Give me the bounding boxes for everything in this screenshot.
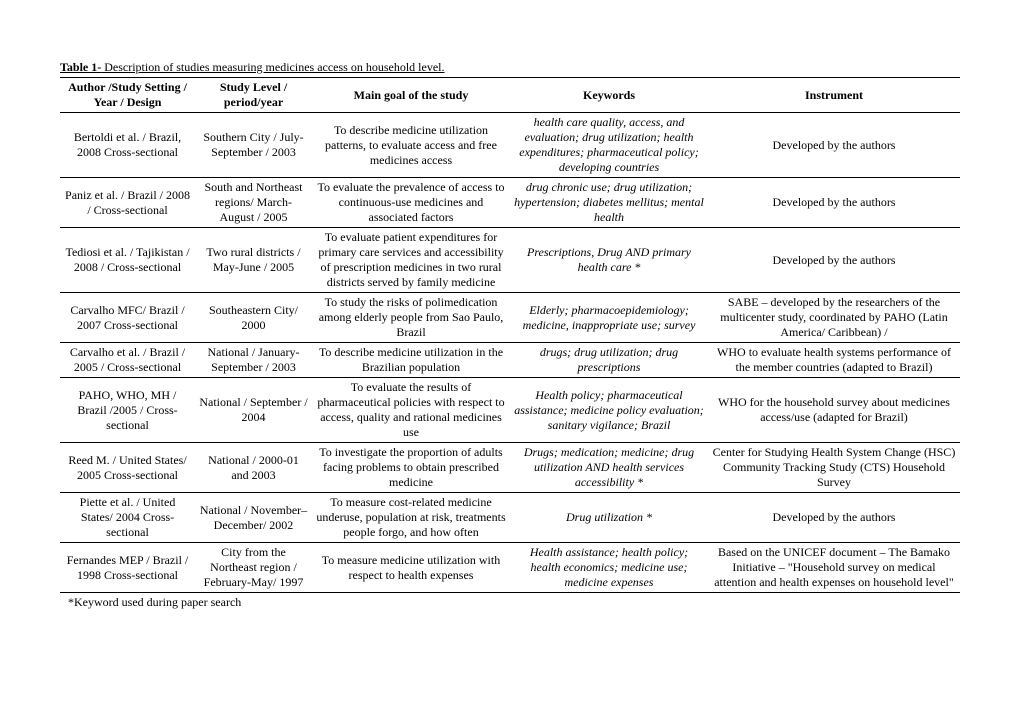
cell-author: Paniz et al. / Brazil / 2008 / Cross-sec… [60,178,195,228]
cell-instrument: Center for Studying Health System Change… [708,443,960,493]
cell-keywords: health care quality, access, and evaluat… [510,113,708,178]
table-row: Carvalho MFC/ Brazil / 2007 Cross-sectio… [60,293,960,343]
cell-author: PAHO, WHO, MH / Brazil /2005 / Cross-sec… [60,378,195,443]
cell-author: Bertoldi et al. / Brazil, 2008 Cross-sec… [60,113,195,178]
cell-keywords: Drug utilization * [510,493,708,543]
cell-instrument: WHO for the household survey about medic… [708,378,960,443]
caption-text: Description of studies measuring medicin… [101,60,444,74]
cell-level: National / 2000-01 and 2003 [195,443,312,493]
footnote: *Keyword used during paper search [60,595,960,610]
cell-author: Reed M. / United States/ 2005 Cross-sect… [60,443,195,493]
cell-author: Fernandes MEP / Brazil / 1998 Cross-sect… [60,543,195,593]
cell-author: Tediosi et al. / Tajikistan / 2008 / Cro… [60,228,195,293]
cell-level: City from the Northeast region / Februar… [195,543,312,593]
cell-goal: To measure cost-related medicine underus… [312,493,510,543]
table-row: Piette et al. / United States/ 2004 Cros… [60,493,960,543]
cell-goal: To evaluate patient expenditures for pri… [312,228,510,293]
table-row: Carvalho et al. / Brazil / 2005 / Cross-… [60,343,960,378]
cell-author: Piette et al. / United States/ 2004 Cros… [60,493,195,543]
cell-level: Southeastern City/ 2000 [195,293,312,343]
cell-keywords: Prescriptions, Drug AND primary health c… [510,228,708,293]
cell-instrument: Developed by the authors [708,178,960,228]
cell-keywords: Health policy; pharmaceutical assistance… [510,378,708,443]
cell-goal: To evaluate the prevalence of access to … [312,178,510,228]
table-row: Fernandes MEP / Brazil / 1998 Cross-sect… [60,543,960,593]
cell-level: South and Northeast regions/ March-Augus… [195,178,312,228]
header-row: Author /Study Setting / Year / Design St… [60,78,960,113]
cell-keywords: Health assistance; health policy; health… [510,543,708,593]
cell-goal: To evaluate the results of pharmaceutica… [312,378,510,443]
cell-author: Carvalho MFC/ Brazil / 2007 Cross-sectio… [60,293,195,343]
table-body: Bertoldi et al. / Brazil, 2008 Cross-sec… [60,113,960,593]
caption-label: Table 1- [60,60,101,74]
table-row: Bertoldi et al. / Brazil, 2008 Cross-sec… [60,113,960,178]
studies-table: Author /Study Setting / Year / Design St… [60,77,960,593]
table-row: PAHO, WHO, MH / Brazil /2005 / Cross-sec… [60,378,960,443]
cell-instrument: SABE – developed by the researchers of t… [708,293,960,343]
table-row: Paniz et al. / Brazil / 2008 / Cross-sec… [60,178,960,228]
header-level: Study Level / period/year [195,78,312,113]
cell-level: National / September / 2004 [195,378,312,443]
header-instrument: Instrument [708,78,960,113]
cell-instrument: Developed by the authors [708,228,960,293]
cell-goal: To investigate the proportion of adults … [312,443,510,493]
header-author: Author /Study Setting / Year / Design [60,78,195,113]
table-caption: Table 1- Description of studies measurin… [60,60,960,75]
cell-instrument: WHO to evaluate health systems performan… [708,343,960,378]
cell-goal: To describe medicine utilization in the … [312,343,510,378]
cell-keywords: drug chronic use; drug utilization; hype… [510,178,708,228]
header-keywords: Keywords [510,78,708,113]
cell-goal: To study the risks of polimedication amo… [312,293,510,343]
cell-level: Two rural districts / May-June / 2005 [195,228,312,293]
table-row: Reed M. / United States/ 2005 Cross-sect… [60,443,960,493]
cell-level: Southern City / July-September / 2003 [195,113,312,178]
header-goal: Main goal of the study [312,78,510,113]
cell-keywords: Drugs; medication; medicine; drug utiliz… [510,443,708,493]
cell-level: National / January-September / 2003 [195,343,312,378]
table-row: Tediosi et al. / Tajikistan / 2008 / Cro… [60,228,960,293]
cell-instrument: Developed by the authors [708,493,960,543]
cell-keywords: Elderly; pharmacoepidemiology; medicine,… [510,293,708,343]
cell-instrument: Developed by the authors [708,113,960,178]
cell-instrument: Based on the UNICEF document – The Bamak… [708,543,960,593]
cell-goal: To measure medicine utilization with res… [312,543,510,593]
cell-keywords: drugs; drug utilization; drug prescripti… [510,343,708,378]
cell-level: National / November–December/ 2002 [195,493,312,543]
cell-goal: To describe medicine utilization pattern… [312,113,510,178]
cell-author: Carvalho et al. / Brazil / 2005 / Cross-… [60,343,195,378]
